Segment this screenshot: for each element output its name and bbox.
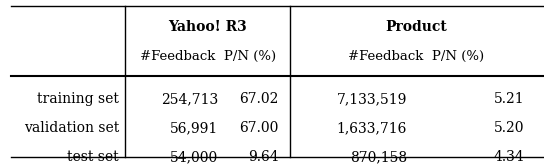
Text: 254,713: 254,713 bbox=[161, 92, 218, 106]
Text: 5.21: 5.21 bbox=[493, 92, 524, 106]
Text: validation set: validation set bbox=[24, 121, 119, 135]
Text: 1,633,716: 1,633,716 bbox=[337, 121, 407, 135]
Text: 7,133,519: 7,133,519 bbox=[337, 92, 407, 106]
Text: 9.64: 9.64 bbox=[248, 150, 279, 164]
Text: 870,158: 870,158 bbox=[350, 150, 407, 164]
Text: 56,991: 56,991 bbox=[170, 121, 218, 135]
Text: 54,000: 54,000 bbox=[170, 150, 218, 164]
Text: #Feedback  P/N (%): #Feedback P/N (%) bbox=[140, 50, 276, 63]
Text: test set: test set bbox=[67, 150, 119, 164]
Text: 67.02: 67.02 bbox=[239, 92, 279, 106]
Text: 67.00: 67.00 bbox=[239, 121, 279, 135]
Text: Yahoo! R3: Yahoo! R3 bbox=[168, 20, 247, 34]
Text: #Feedback  P/N (%): #Feedback P/N (%) bbox=[348, 50, 484, 63]
Text: training set: training set bbox=[37, 92, 119, 106]
Text: 5.20: 5.20 bbox=[493, 121, 524, 135]
Text: Product: Product bbox=[386, 20, 447, 34]
Text: 4.34: 4.34 bbox=[493, 150, 524, 164]
